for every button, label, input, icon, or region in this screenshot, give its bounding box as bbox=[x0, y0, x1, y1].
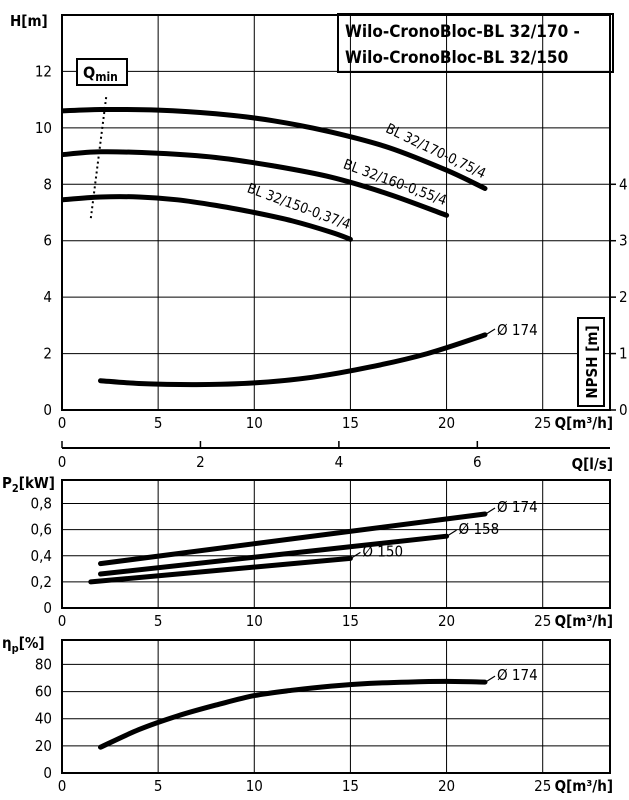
title-line-1: Wilo-CronoBloc-BL 32/170 - bbox=[345, 22, 580, 42]
qmin-main: Q bbox=[83, 63, 95, 82]
x-tick-label: 5 bbox=[154, 612, 163, 630]
series-curve-0-3 bbox=[98, 332, 488, 388]
npsh-tick-label: 1 bbox=[619, 345, 628, 363]
series-curve-1-1 bbox=[98, 533, 450, 577]
x-tick-label: 20 bbox=[438, 612, 455, 630]
y-axis-label: ηp[%] bbox=[2, 634, 45, 655]
y-tick-label: 4 bbox=[43, 288, 52, 306]
y-axis-label-sub: 2 bbox=[12, 482, 19, 495]
series-curve-0-1 bbox=[62, 149, 450, 218]
x-tick-label: 5 bbox=[154, 414, 163, 432]
npsh-tick-label: 3 bbox=[619, 232, 628, 250]
npsh-axis-label: NPSH [m] bbox=[583, 325, 601, 398]
series-label: Ø 174 bbox=[497, 666, 538, 684]
qmin-sub: min bbox=[95, 70, 118, 84]
y-tick-label: 10 bbox=[35, 119, 52, 137]
x-tick-label: 0 bbox=[58, 777, 67, 795]
plot-frame bbox=[61, 639, 611, 774]
series-curve-0-0 bbox=[62, 106, 488, 191]
x-tick-label: 0 bbox=[58, 612, 67, 630]
x-axis-label: Q[m³/h] bbox=[555, 612, 613, 630]
series-curve-1-2 bbox=[88, 555, 353, 585]
series-label: Ø 174 bbox=[497, 498, 538, 516]
ls-tick-label: 4 bbox=[335, 453, 344, 471]
y-axis-label-main: P bbox=[2, 474, 12, 492]
ls-tick-label: 6 bbox=[473, 453, 482, 471]
x-tick-label: 25 bbox=[534, 777, 551, 795]
series-label: Ø 150 bbox=[362, 542, 403, 560]
npsh-tick-label: 4 bbox=[619, 175, 628, 193]
y-tick-label: 6 bbox=[43, 232, 52, 250]
x-tick-label: 20 bbox=[438, 414, 455, 432]
x-tick-label: 15 bbox=[342, 414, 359, 432]
qmin-line bbox=[89, 96, 108, 219]
x-tick-label: 15 bbox=[342, 612, 359, 630]
x-axis-label: Q[m³/h] bbox=[555, 414, 613, 432]
y-tick-label: 2 bbox=[43, 345, 52, 363]
x-tick-label: 5 bbox=[154, 777, 163, 795]
series-group bbox=[62, 106, 488, 388]
series-leader-line bbox=[486, 675, 496, 682]
npsh-tick-label: 0 bbox=[619, 401, 628, 419]
series-group bbox=[98, 678, 488, 750]
series-curve-0-2 bbox=[62, 194, 353, 242]
y-axis-label-unit: [kW] bbox=[19, 474, 55, 492]
npsh-tick-label: 2 bbox=[619, 288, 628, 306]
series-group bbox=[88, 511, 488, 585]
x-tick-label: 25 bbox=[534, 612, 551, 630]
y-tick-label: 40 bbox=[35, 710, 52, 728]
npsh-label-box bbox=[577, 317, 605, 407]
series-leader-line bbox=[486, 507, 496, 514]
y-axis-label-unit: [%] bbox=[19, 634, 45, 652]
y-axis-label-main: η bbox=[2, 634, 12, 652]
y-tick-label: 0,8 bbox=[31, 495, 52, 513]
y-tick-label: 12 bbox=[35, 62, 52, 80]
series-label: Ø 174 bbox=[497, 321, 538, 339]
x-tick-label: 25 bbox=[534, 414, 551, 432]
y-axis-label: P2[kW] bbox=[2, 474, 55, 495]
qmin-box bbox=[76, 58, 128, 86]
plot-frame bbox=[61, 14, 611, 411]
y-tick-label: 60 bbox=[35, 683, 52, 701]
y-tick-label: 20 bbox=[35, 737, 52, 755]
x-tick-label: 10 bbox=[246, 414, 263, 432]
y-tick-label: 0 bbox=[43, 764, 52, 782]
y-tick-label: 80 bbox=[35, 655, 52, 673]
y-tick-label: 0 bbox=[43, 401, 52, 419]
title-line-2: Wilo-CronoBloc-BL 32/150 bbox=[345, 48, 568, 68]
series-leader-line bbox=[352, 551, 361, 558]
ls-tick-label: 0 bbox=[58, 453, 67, 471]
series-leader-line bbox=[486, 328, 496, 335]
x-axis-label: Q[m³/h] bbox=[555, 777, 613, 795]
y-axis-label-sub: p bbox=[12, 642, 19, 655]
x-tick-label: 10 bbox=[246, 612, 263, 630]
series-curve-1-0 bbox=[98, 511, 488, 567]
series-label: BL 32/150-0,37/4 bbox=[245, 181, 353, 233]
title-box bbox=[337, 13, 614, 73]
qmin-label: Qmin bbox=[83, 63, 118, 84]
x-tick-label: 10 bbox=[246, 777, 263, 795]
x-tick-label: 15 bbox=[342, 777, 359, 795]
y-tick-label: 8 bbox=[43, 175, 52, 193]
ls-tick-label: 2 bbox=[196, 453, 205, 471]
y-tick-label: 0,2 bbox=[31, 573, 52, 591]
x-tick-label: 20 bbox=[438, 777, 455, 795]
series-curve-2-0 bbox=[98, 678, 488, 750]
plot-frame bbox=[61, 479, 611, 609]
y-axis-label: H[m] bbox=[10, 12, 48, 30]
series-label: Ø 158 bbox=[459, 520, 500, 538]
y-tick-label: 0,4 bbox=[31, 547, 52, 565]
y-tick-label: 0 bbox=[43, 599, 52, 617]
y-tick-label: 0,6 bbox=[31, 521, 52, 539]
x-tick-label: 0 bbox=[58, 414, 67, 432]
series-leader-line bbox=[448, 529, 457, 536]
ls-axis-label: Q[l/s] bbox=[572, 455, 613, 473]
